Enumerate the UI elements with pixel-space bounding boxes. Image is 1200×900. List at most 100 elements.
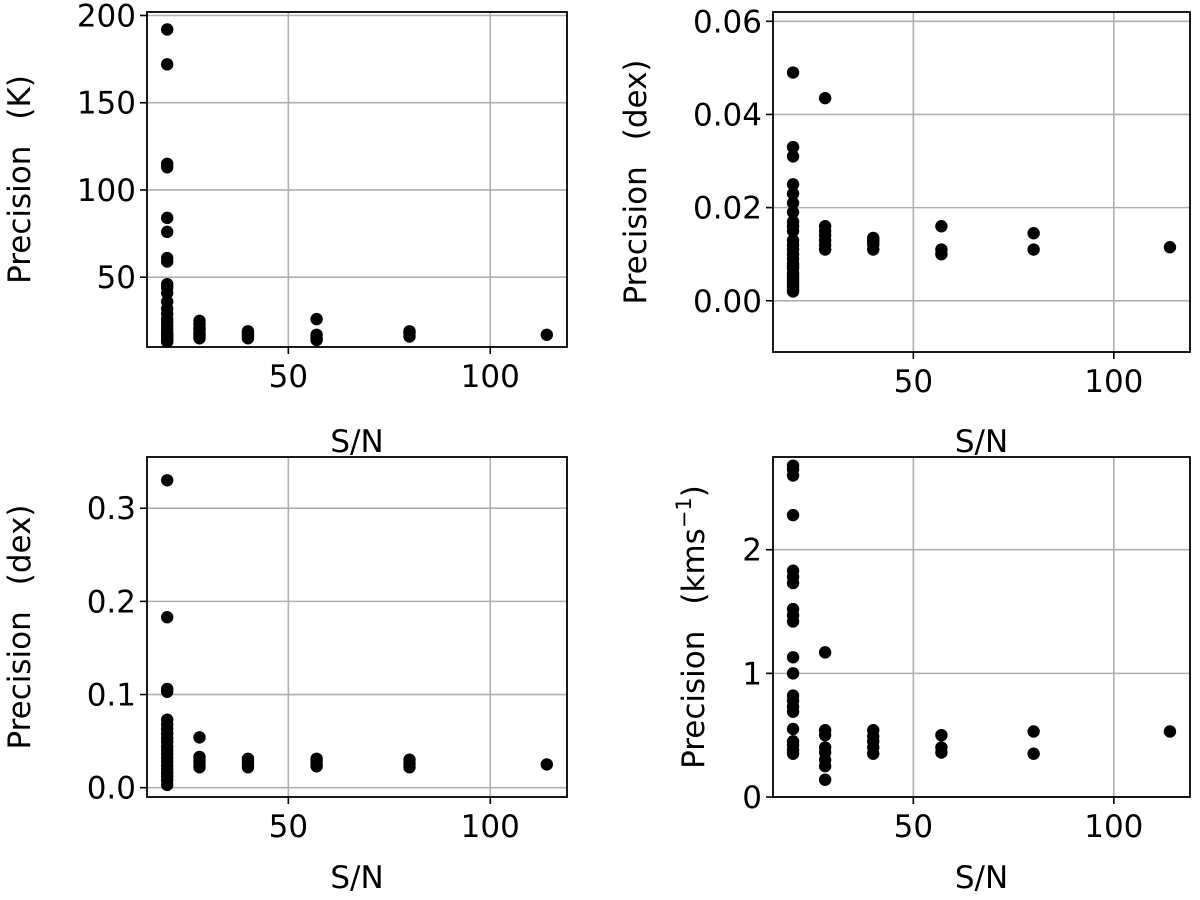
- feh-data-point: [310, 760, 323, 773]
- logg-data-point: [935, 220, 948, 233]
- logg-y-tick-label: 0.02: [693, 191, 762, 227]
- logg-data-point: [1027, 227, 1040, 240]
- teff-y-tick-label: 50: [97, 260, 136, 296]
- vmic-data-point: [786, 722, 800, 736]
- vmic-data-point: [786, 705, 800, 718]
- vmic-data-point: [786, 615, 800, 628]
- teff-data-point: [160, 286, 174, 300]
- teff-data-point: [160, 255, 174, 268]
- vmic-y-axis-label-main: Precision: [676, 631, 712, 769]
- feh-y-axis-label: Precision (dex): [2, 504, 38, 749]
- vmic-data-point: [1163, 725, 1177, 738]
- teff-data-point: [193, 332, 206, 345]
- vmic-data-point: [786, 576, 800, 590]
- logg-data-point: [1027, 243, 1040, 256]
- logg-data-point: [818, 243, 832, 256]
- feh-x-tick-label: 50: [269, 809, 308, 845]
- panel-vmic: 50 100 0 1 2 S/N Precision (kms−1): [672, 456, 1191, 896]
- teff-data-point: [403, 330, 416, 343]
- vmic-x-axis-label: S/N: [955, 860, 1008, 896]
- feh-y-tick-label: 0.1: [87, 678, 136, 714]
- vmic-y-axis-label-superscript: −1: [672, 497, 696, 528]
- vmic-data-point: [818, 759, 832, 773]
- logg-x-axis-label: S/N: [955, 424, 1008, 460]
- vmic-x-tick-label: 100: [1084, 809, 1143, 845]
- vmic-data-point: [786, 651, 800, 664]
- logg-data-point: [786, 66, 800, 79]
- feh-y-tick-label: 0.2: [87, 584, 136, 620]
- vmic-data-point: [818, 773, 832, 786]
- vmic-data-point: [935, 746, 948, 759]
- logg-data-point: [786, 187, 800, 200]
- logg-data-point: [935, 247, 948, 261]
- teff-y-axis-label-main: Precision: [2, 146, 38, 284]
- logg-y-axis-label: Precision (dex): [618, 59, 654, 304]
- teff-y-tick-label: 200: [77, 0, 136, 34]
- teff-data-point: [160, 211, 174, 225]
- feh-y-axis-label-unit: (dex): [2, 504, 38, 585]
- feh-y-tick-label: 0.3: [87, 491, 136, 527]
- feh-data-point: [160, 685, 174, 698]
- logg-data-point: [818, 91, 832, 105]
- feh-data-point: [160, 611, 174, 624]
- vmic-data-point: [786, 469, 800, 482]
- panel-logg: 50 100 0.00 0.02 0.04 0.06 S/N Precision (dex): [618, 4, 1191, 460]
- teff-x-tick-label: 100: [461, 359, 520, 395]
- vmic-x-tick-label: 50: [894, 809, 933, 845]
- teff-data-point: [241, 332, 255, 345]
- feh-y-axis-label-main: Precision: [2, 611, 38, 749]
- vmic-y-tick-label: 1: [742, 656, 762, 692]
- vmic-data-point: [818, 728, 832, 742]
- feh-axes-frame: [146, 456, 568, 798]
- teff-data-point: [160, 225, 174, 239]
- vmic-data-point: [1027, 725, 1040, 738]
- vmic-axes-frame: [772, 456, 1191, 798]
- teff-y-tick-label: 100: [77, 173, 136, 209]
- panel-feh: 50 100 0.0 0.1 0.2 0.3 S/N Precision (dex): [2, 456, 568, 896]
- feh-data-point: [193, 760, 206, 774]
- vmic-y-axis-label-unit: (kms: [676, 528, 712, 604]
- teff-y-axis-label-unit: (K): [2, 75, 38, 120]
- feh-data-point: [160, 474, 174, 487]
- teff-data-point: [310, 312, 323, 326]
- logg-data-point: [867, 243, 880, 256]
- logg-data-point: [786, 224, 800, 238]
- feh-data-point: [193, 731, 206, 744]
- logg-data-point: [786, 206, 800, 219]
- logg-data-point: [786, 196, 800, 210]
- vmic-data-point: [786, 747, 800, 760]
- vmic-data-point: [818, 646, 832, 659]
- feh-data-point: [540, 758, 554, 771]
- vmic-data-point: [786, 667, 800, 680]
- logg-data-point: [786, 150, 800, 163]
- teff-y-tick-label: 150: [77, 86, 136, 122]
- logg-data-point: [1163, 241, 1177, 254]
- feh-data-point: [160, 778, 174, 792]
- teff-data-point: [160, 161, 174, 174]
- teff-y-axis-label: Precision (K): [2, 75, 38, 284]
- logg-y-axis-label-unit: (dex): [618, 59, 654, 140]
- vmic-data-point: [786, 508, 800, 522]
- logg-y-axis-label-main: Precision: [618, 166, 654, 304]
- logg-y-tick-label: 0.00: [693, 284, 762, 320]
- panel-teff: 50 100 50 100 150 200 S/N Precision (K): [2, 0, 568, 460]
- feh-y-tick-label: 0.0: [87, 771, 136, 807]
- teff-x-axis-label: S/N: [330, 424, 383, 460]
- vmic-y-axis-label-close: ): [676, 485, 712, 497]
- logg-data-point: [786, 178, 800, 191]
- vmic-data-point: [1027, 747, 1040, 760]
- teff-axes-frame: [146, 11, 568, 348]
- teff-x-tick-label: 50: [269, 359, 308, 395]
- teff-data-point: [160, 58, 174, 71]
- feh-x-axis-label: S/N: [330, 860, 383, 896]
- vmic-data-point: [867, 747, 880, 760]
- logg-y-tick-label: 0.04: [693, 97, 762, 133]
- logg-x-tick-label: 100: [1084, 364, 1143, 400]
- vmic-y-axis-label: Precision (kms−1): [672, 485, 712, 769]
- vmic-data-point: [935, 728, 948, 742]
- teff-data-point: [310, 333, 323, 347]
- logg-y-tick-label: 0.06: [693, 4, 762, 40]
- feh-x-tick-label: 100: [461, 809, 520, 845]
- vmic-y-tick-label: 0: [742, 780, 762, 816]
